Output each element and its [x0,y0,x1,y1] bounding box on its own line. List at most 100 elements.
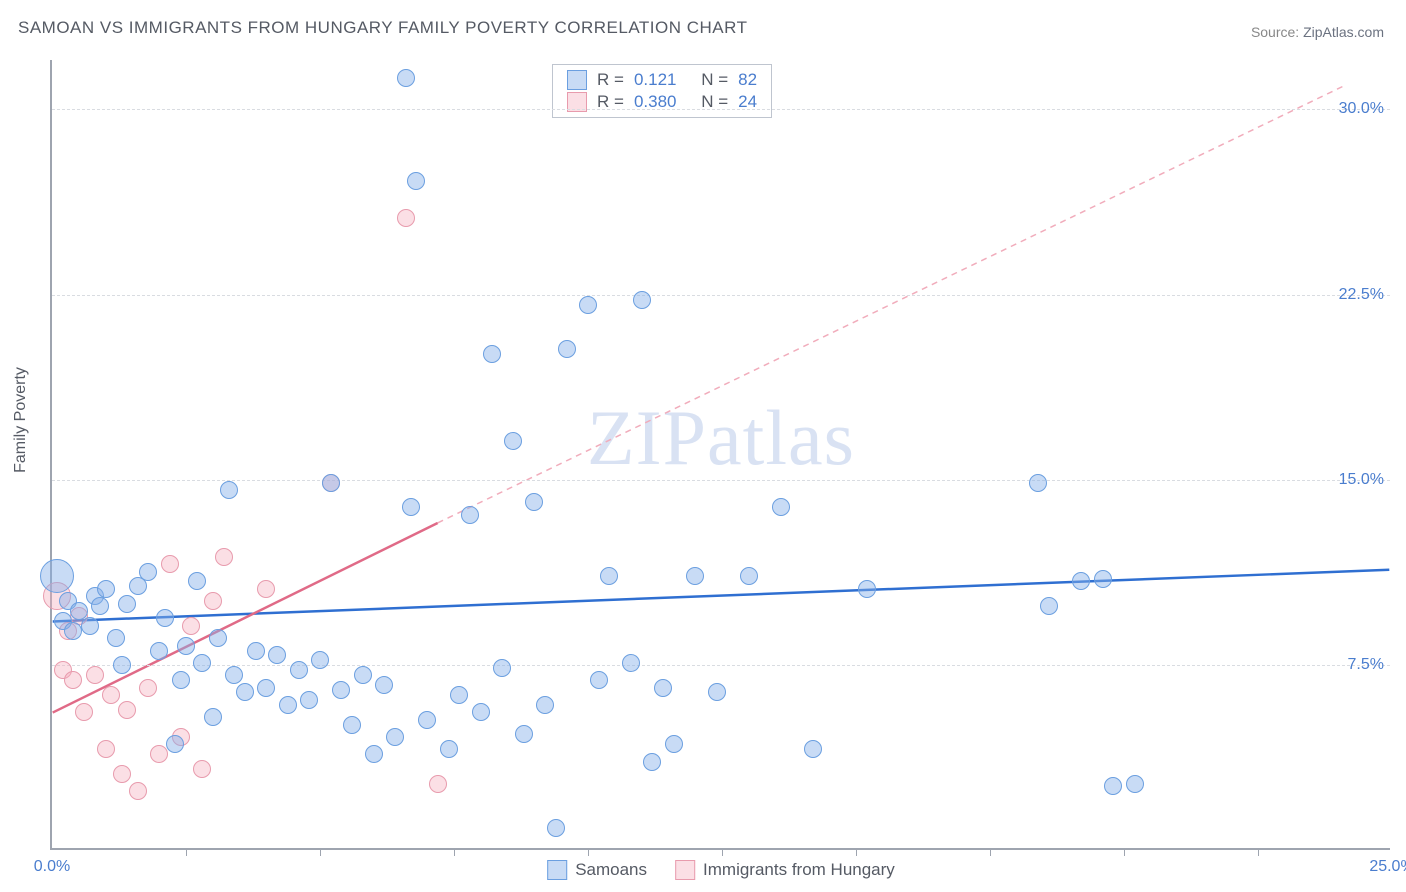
r-label: R = [597,70,624,90]
data-point [365,745,383,763]
legend-item-samoans: Samoans [547,860,647,880]
data-point [525,493,543,511]
data-point [375,676,393,694]
data-point [1094,570,1112,588]
data-point [804,740,822,758]
chart-title: SAMOAN VS IMMIGRANTS FROM HUNGARY FAMILY… [18,18,748,38]
data-point [247,642,265,660]
data-point [102,686,120,704]
data-point [172,671,190,689]
data-point [204,708,222,726]
data-point [150,745,168,763]
y-tick-label: 7.5% [1348,656,1384,674]
data-point [268,646,286,664]
data-point [182,617,200,635]
data-point [600,567,618,585]
data-point [772,498,790,516]
data-point [166,735,184,753]
data-point [40,559,74,593]
data-point [386,728,404,746]
data-point [225,666,243,684]
data-point [558,340,576,358]
x-tick [1124,848,1125,856]
data-point [257,679,275,697]
legend-row-samoans: R = 0.121 N = 82 [553,69,771,91]
y-tick-label: 22.5% [1339,286,1384,304]
gridline [52,295,1390,296]
data-point [139,679,157,697]
data-point [97,740,115,758]
legend-item-hungary: Immigrants from Hungary [675,860,895,880]
x-tick [856,848,857,856]
series-label: Samoans [575,860,647,880]
watermark-text: ZIPatlas [587,393,855,483]
data-point [515,725,533,743]
data-point [279,696,297,714]
data-point [858,580,876,598]
data-point [397,209,415,227]
data-point [209,629,227,647]
data-point [113,765,131,783]
data-point [129,782,147,800]
n-label: N = [701,70,728,90]
data-point [665,735,683,753]
x-tick [722,848,723,856]
data-point [643,753,661,771]
data-point [493,659,511,677]
data-point [1104,777,1122,795]
data-point [188,572,206,590]
scatter-chart: ZIPatlas R = 0.121 N = 82 R = 0.380 N = … [50,60,1390,850]
y-axis-label: Family Poverty [12,367,30,473]
data-point [107,629,125,647]
data-point [407,172,425,190]
series-label: Immigrants from Hungary [703,860,895,880]
r-value: 0.121 [634,70,677,90]
data-point [1040,597,1058,615]
y-tick-label: 30.0% [1339,100,1384,118]
data-point [708,683,726,701]
data-point [257,580,275,598]
data-point [343,716,361,734]
data-point [622,654,640,672]
data-point [81,617,99,635]
data-point [418,711,436,729]
gridline [52,665,1390,666]
x-tick [454,848,455,856]
x-tick [320,848,321,856]
trend-lines [52,60,1390,848]
data-point [91,597,109,615]
data-point [402,498,420,516]
data-point [461,506,479,524]
data-point [311,651,329,669]
swatch-icon [675,860,695,880]
data-point [472,703,490,721]
x-tick [588,848,589,856]
data-point [177,637,195,655]
data-point [1029,474,1047,492]
data-point [161,555,179,573]
x-tick [1258,848,1259,856]
data-point [686,567,704,585]
data-point [193,654,211,672]
source-value: ZipAtlas.com [1303,24,1384,40]
data-point [633,291,651,309]
data-point [397,69,415,87]
data-point [1126,775,1144,793]
data-point [579,296,597,314]
data-point [1072,572,1090,590]
data-point [75,703,93,721]
data-point [193,760,211,778]
data-point [220,481,238,499]
source-label: Source: [1251,24,1299,40]
gridline [52,480,1390,481]
data-point [590,671,608,689]
data-point [204,592,222,610]
data-point [118,595,136,613]
data-point [504,432,522,450]
data-point [113,656,131,674]
data-point [300,691,318,709]
swatch-icon [547,860,567,880]
x-tick [990,848,991,856]
series-legend: Samoans Immigrants from Hungary [547,860,895,880]
x-tick [186,848,187,856]
